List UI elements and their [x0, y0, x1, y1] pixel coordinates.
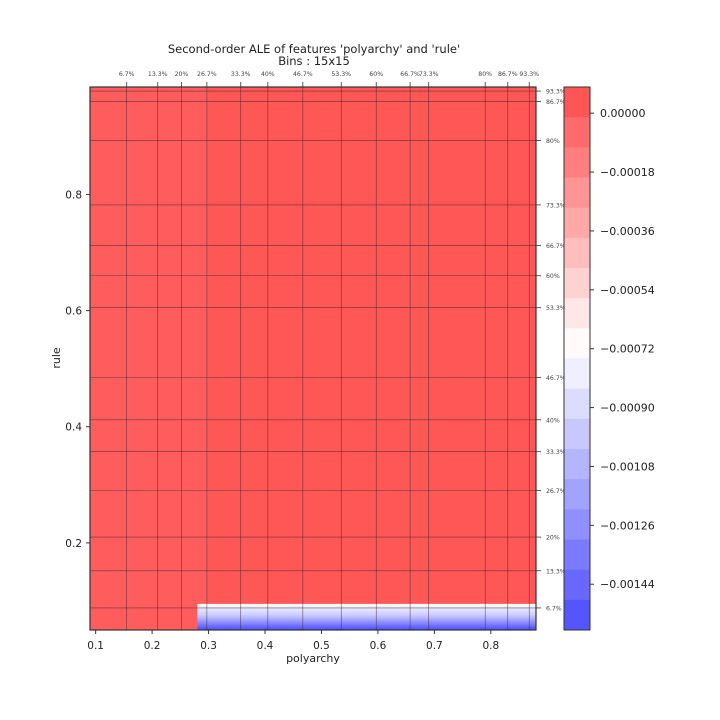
x-tick-label: 0.1 — [87, 640, 104, 652]
y-quantile-label: 26.7% — [546, 488, 566, 495]
heatmap-regions — [90, 87, 536, 630]
plot-frame — [89, 86, 537, 631]
colorbar-level — [564, 177, 590, 209]
colorbar-tick-label: −0.00108 — [600, 460, 655, 473]
x-quantile-label: 13.3% — [148, 71, 168, 78]
colorbar-level — [564, 569, 590, 601]
chart-subtitle: Bins : 15x15 — [278, 54, 350, 68]
y-quantile-label: 13.3% — [546, 568, 566, 575]
colorbar-tick-label: −0.00036 — [600, 225, 655, 238]
chart-title: Second-order ALE of features 'polyarchy'… — [168, 42, 460, 56]
x-quantile-label: 40% — [261, 71, 275, 78]
x-quantile-label: 33.3% — [231, 71, 251, 78]
y-quantile-label: 86.7% — [546, 99, 566, 106]
x-quantile-label: 66.7% — [400, 71, 420, 78]
x-tick-label: 0.2 — [144, 640, 161, 652]
x-quantile-label: 53.3% — [331, 71, 351, 78]
y-quantile-label: 66.7% — [546, 243, 566, 250]
y-quantile-label: 73.3% — [546, 202, 566, 209]
y-quantile-label: 20% — [546, 535, 560, 542]
y-quantile-label: 40% — [546, 417, 560, 424]
colorbar-level — [564, 449, 590, 480]
y-quantile-label: 6.7% — [546, 605, 562, 612]
colorbar-level — [564, 147, 590, 178]
bin-grid — [90, 87, 536, 630]
colorbar-level — [564, 268, 590, 299]
x-quantile-label: 93.3% — [519, 71, 539, 78]
plot-area — [90, 87, 536, 630]
colorbar-tick-label: −0.00054 — [600, 284, 655, 297]
colorbar-level — [564, 207, 590, 239]
colorbar-tick-label: −0.00018 — [600, 166, 655, 179]
y-quantile-label: 46.7% — [546, 375, 566, 382]
colorbar-level — [564, 599, 590, 631]
colorbar-frame — [563, 86, 591, 631]
x-axis-label: polyarchy — [286, 652, 340, 665]
x-tick-label: 0.3 — [200, 640, 217, 652]
colorbar: 0.00000 −0.00018 −0.00036 −0.00054 −0.00072 −… — [563, 86, 655, 631]
y-quantile-label: 60% — [546, 273, 560, 280]
x-tick-label: 0.8 — [482, 640, 499, 652]
x-quantile-label: 80% — [478, 71, 492, 78]
colorbar-level — [564, 358, 590, 390]
x-tick-label: 0.5 — [313, 640, 330, 652]
x-quantile-label: 6.7% — [119, 71, 135, 78]
colorbar-tick-label: −0.00090 — [600, 402, 655, 415]
colorbar-tick-label: −0.00126 — [600, 519, 655, 532]
x-quantile-label: 46.7% — [293, 71, 313, 78]
colorbar-tick-label: 0.00000 — [600, 107, 646, 120]
y-axis-label: rule — [50, 347, 63, 369]
colorbar-level — [564, 87, 590, 118]
x-quantile-axis: 6.7% 13.3% 20% 26.7% 33.3% 40% 46.7% 53.3% 60% 66… — [119, 71, 539, 87]
y-quantile-label: 33.3% — [546, 449, 566, 456]
colorbar-level — [564, 539, 590, 571]
y-tick-label: 0.6 — [65, 306, 82, 318]
x-quantile-label: 86.7% — [498, 71, 518, 78]
y-quantile-label: 80% — [546, 138, 560, 145]
colorbar-tick-label: −0.00144 — [600, 578, 655, 591]
colorbar-level — [564, 479, 590, 510]
x-quantile-label: 20% — [175, 71, 189, 78]
colorbar-tick-label: −0.00072 — [600, 343, 655, 356]
y-quantile-label: 53.3% — [546, 305, 566, 312]
colorbar-level — [564, 388, 590, 420]
colorbar-level — [564, 117, 590, 148]
x-tick-label: 0.7 — [426, 640, 443, 652]
x-quantile-label: 60% — [369, 71, 383, 78]
x-quantile-label: 26.7% — [197, 71, 217, 78]
colorbar-level — [564, 328, 590, 359]
x-tick-label: 0.4 — [257, 640, 274, 652]
x-quantile-label: 73.3% — [419, 71, 439, 78]
y-quantile-label: 93.3% — [546, 89, 566, 96]
colorbar-level — [564, 509, 590, 540]
y-tick-label: 0.4 — [65, 422, 82, 434]
heatmap-region — [90, 87, 207, 630]
y-tick-label: 0.2 — [65, 538, 82, 550]
x-tick-label: 0.6 — [370, 640, 387, 652]
y-axis: 0.2 0.4 0.6 0.8 — [65, 189, 90, 550]
x-axis: 0.1 0.2 0.3 0.4 0.5 0.6 0.7 0.8 — [87, 630, 499, 652]
heatmap-region — [206, 87, 536, 604]
colorbar-level — [564, 298, 590, 329]
y-tick-label: 0.8 — [65, 189, 82, 201]
y-quantile-axis: 6.7% 13.3% 20% 26.7% 33.3% 40% 46.7% 53.3% 60% 66… — [536, 89, 566, 612]
colorbar-level — [564, 237, 590, 269]
colorbar-level — [564, 418, 590, 450]
